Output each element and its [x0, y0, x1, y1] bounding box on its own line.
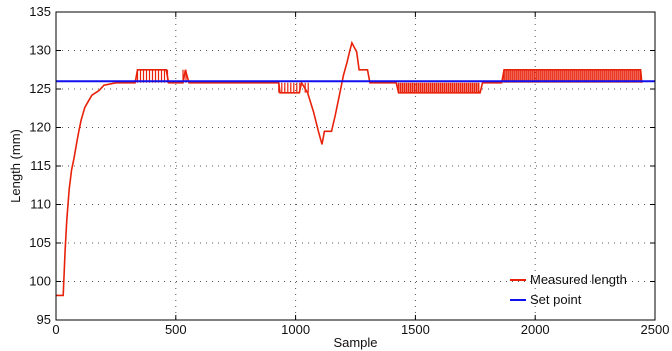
y-tick-label: 115: [30, 158, 51, 173]
x-tick-label: 2500: [641, 322, 670, 337]
y-tick-label: 100: [29, 274, 51, 289]
noise-band: [397, 82, 480, 93]
ticks: 0 500 1000 1500 2000 2500 95 100 105 110 115 120 125…: [29, 4, 669, 337]
x-tick-label: 2000: [521, 322, 550, 337]
measured-length-line: [56, 40, 643, 297]
series-area: [56, 40, 655, 297]
x-tick-label: 0: [52, 322, 59, 337]
x-tick-label: 500: [165, 322, 187, 337]
x-tick-label: 1500: [401, 322, 430, 337]
y-tick-label: 105: [29, 235, 51, 250]
y-axis-label: Length (mm): [8, 129, 23, 203]
noise-band: [278, 82, 301, 93]
noise-band: [136, 69, 169, 83]
legend: Measured length Set point: [510, 272, 627, 307]
y-tick-label: 120: [29, 120, 51, 135]
y-tick-label: 95: [37, 312, 51, 327]
y-tick-label: 135: [29, 4, 51, 19]
noise-band: [503, 69, 641, 83]
x-tick-label: 1000: [281, 322, 310, 337]
y-tick-label: 110: [30, 197, 51, 212]
measured-length-series: [56, 40, 643, 297]
measured-length-legend-label: Measured length: [530, 272, 627, 287]
set-point-legend-label: Set point: [530, 292, 582, 307]
y-tick-label: 130: [29, 43, 51, 58]
y-tick-label: 125: [29, 81, 51, 96]
x-axis-label: Sample: [333, 335, 377, 350]
